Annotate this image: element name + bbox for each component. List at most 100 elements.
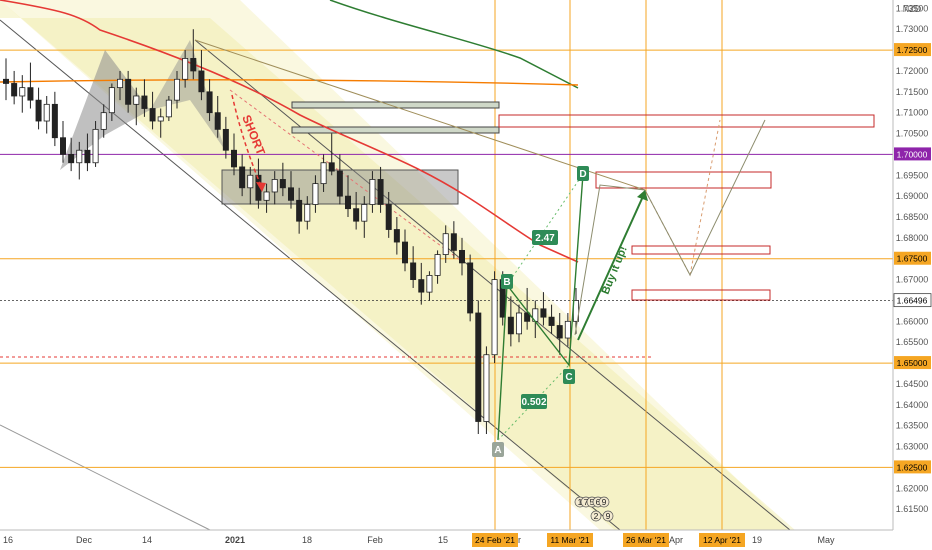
candle-body: [182, 58, 189, 80]
event-badge-text: 1: [578, 497, 583, 507]
price-tick: 1.68500: [896, 212, 929, 222]
price-axis-bg: [893, 0, 932, 550]
time-tick: 16: [3, 535, 13, 545]
candle-body: [247, 174, 254, 189]
time-tag-bg: [699, 533, 745, 547]
candle-body: [410, 262, 417, 281]
candle-body: [426, 275, 433, 293]
candle-body: [320, 162, 327, 185]
price-tick: 1.66000: [896, 316, 929, 326]
time-tag-bg: [472, 533, 518, 547]
candle-body: [442, 233, 449, 255]
candle-body: [19, 87, 26, 97]
candle-body: [483, 354, 490, 422]
candle-body: [271, 179, 278, 193]
candle-body: [312, 183, 319, 205]
candle-body: [100, 112, 107, 130]
short-arrow: [231, 94, 263, 189]
candle-body: [328, 162, 335, 172]
candle-body: [198, 70, 205, 93]
price-tick: 1.70500: [896, 129, 929, 139]
candle-body: [287, 187, 294, 201]
candle-body: [60, 137, 67, 155]
pattern-shape-2: [150, 40, 225, 150]
currency-label: NZD: [903, 4, 922, 14]
price-tick: 1.69500: [896, 170, 929, 180]
point-label-c: C: [565, 372, 572, 383]
event-badge: [602, 510, 614, 522]
projection-path-3: [644, 119, 766, 277]
candle-body: [68, 154, 75, 164]
candle-body: [84, 149, 91, 164]
candle-body: [190, 58, 197, 72]
point-label-b: B: [503, 277, 510, 288]
target-box-2: [595, 171, 772, 189]
candle-body: [434, 254, 441, 276]
candle-body: [263, 191, 270, 201]
candle-body: [475, 312, 482, 422]
ma-orange-line: [0, 79, 579, 86]
buy-arrow-head: [637, 190, 648, 201]
ratio-label: 0.502: [521, 397, 546, 408]
candle-body: [92, 128, 99, 164]
price-tag-bg: [894, 460, 931, 474]
candle-body: [173, 78, 180, 101]
candle-body: [467, 262, 474, 314]
event-badge-text: 9: [602, 497, 607, 507]
buy-arrow-line: [577, 191, 646, 341]
short-arrow-head: [256, 182, 266, 192]
candle-body: [304, 204, 311, 222]
ratio-label-bg: [532, 230, 558, 245]
candle-body: [141, 95, 148, 109]
price-tick: 1.63000: [896, 442, 929, 452]
price-tick: 1.61500: [896, 504, 929, 514]
time-tag: 11 Mar '21: [550, 535, 590, 545]
candle-body: [491, 279, 498, 356]
target-box-1: [498, 114, 875, 128]
event-badge-text: 7: [584, 497, 589, 507]
point-label-bg-d: [577, 166, 589, 181]
resistance-zone-1: [291, 101, 500, 109]
candle-body: [165, 99, 172, 118]
candle-body: [361, 204, 368, 222]
price-tick: 1.63500: [896, 421, 929, 431]
candle-body: [11, 83, 18, 97]
target-box-3: [631, 245, 771, 255]
candle-body: [279, 179, 286, 189]
candle-body: [206, 91, 213, 114]
point-label-d: D: [579, 169, 586, 180]
fan-line-1: [194, 39, 646, 191]
candle-body: [385, 204, 392, 230]
ma-red-line: [0, 0, 579, 263]
price-tag-bg: [894, 356, 931, 370]
candle-body: [344, 195, 351, 210]
candle-body: [418, 279, 425, 293]
candle-body: [117, 78, 124, 89]
event-badge-text: 6: [596, 497, 601, 507]
resistance-zone-2: [291, 126, 500, 134]
candle-body: [296, 199, 303, 222]
price-tag: 1.62500: [897, 462, 928, 472]
candle-body: [3, 78, 9, 84]
ratio-label-bg: [521, 394, 547, 409]
candle-body: [222, 128, 229, 151]
candle-body: [556, 325, 563, 339]
time-tick: 2021: [225, 535, 245, 545]
price-tick: 1.62000: [896, 483, 929, 493]
candle-body: [393, 229, 400, 243]
candle-body: [157, 116, 164, 122]
candle-body: [51, 103, 58, 139]
candle-body: [35, 99, 42, 122]
ratio-label: 2.47: [535, 233, 555, 244]
time-axis-bg: [0, 530, 932, 550]
candle-body: [43, 103, 50, 122]
point-label-bg-a: [492, 442, 504, 457]
candle-body: [564, 320, 571, 339]
candle-body: [507, 316, 514, 335]
event-badge-text: 5: [590, 497, 595, 507]
ma-green-line: [329, 0, 579, 89]
candle-body: [76, 149, 83, 164]
price-tick: 1.64500: [896, 379, 929, 389]
